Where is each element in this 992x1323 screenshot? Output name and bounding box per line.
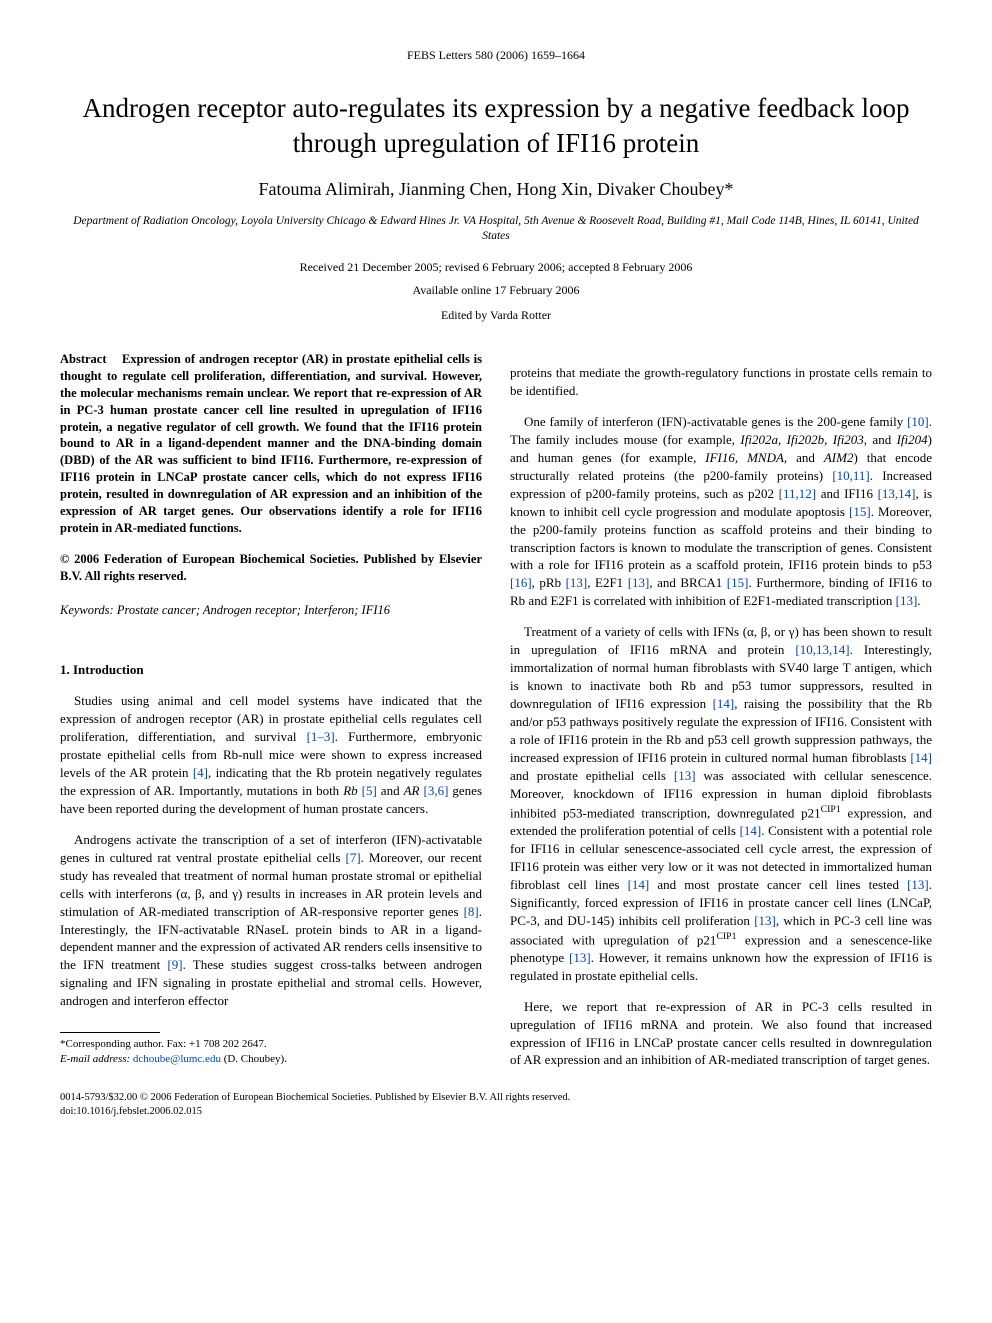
superscript: CIP1 <box>821 804 841 815</box>
footnote-separator <box>60 1032 160 1033</box>
two-column-body: Abstract Expression of androgen receptor… <box>60 351 932 1069</box>
citation-link[interactable]: [13] <box>674 768 696 783</box>
keywords-label: Keywords: <box>60 603 114 617</box>
email-link[interactable]: dchoube@lumc.edu <box>133 1053 221 1065</box>
citation-link[interactable]: [13] <box>566 575 588 590</box>
citation-link[interactable]: [15] <box>727 575 749 590</box>
editor-line: Edited by Varda Rotter <box>60 308 932 323</box>
received-dates: Received 21 December 2005; revised 6 Feb… <box>60 260 932 275</box>
right-para-1: One family of interferon (IFN)-activatab… <box>510 413 932 610</box>
right-para-3: Here, we report that re-expression of AR… <box>510 998 932 1070</box>
citation-link[interactable]: [13] <box>754 913 776 928</box>
text: and most prostate cancer cell lines test… <box>649 877 907 892</box>
intro-para-1: Studies using animal and cell model syst… <box>60 692 482 818</box>
citation-link[interactable]: [13,14] <box>878 486 916 501</box>
citation-link[interactable]: [13] <box>907 877 929 892</box>
keywords-body: Prostate cancer; Androgen receptor; Inte… <box>117 603 390 617</box>
email-line: E-mail address: dchoube@lumc.edu (D. Cho… <box>60 1052 482 1067</box>
citation-link[interactable]: [16] <box>510 575 532 590</box>
citation-link[interactable]: [7] <box>346 850 361 865</box>
gene-italic: Ifi202a, Ifi202b, Ifi203, <box>740 432 867 447</box>
gene-italic: Rb <box>343 783 357 798</box>
text: One family of interferon (IFN)-activatab… <box>524 414 907 429</box>
gene-italic: AIM2 <box>824 450 854 465</box>
left-column: Abstract Expression of androgen receptor… <box>60 351 482 1069</box>
gene-italic: Ifi204 <box>897 432 928 447</box>
gene-italic: AR <box>404 783 420 798</box>
corresponding-author: *Corresponding author. Fax: +1 708 202 2… <box>60 1037 482 1052</box>
citation-link[interactable]: [15] <box>849 504 871 519</box>
page-container: FEBS Letters 580 (2006) 1659–1664 Androg… <box>0 0 992 1149</box>
citation-link[interactable]: [13] <box>896 593 918 608</box>
article-title: Androgen receptor auto-regulates its exp… <box>60 91 932 161</box>
citation-link[interactable]: [13] <box>569 950 591 965</box>
text: and <box>787 450 824 465</box>
citation-link[interactable]: [9] <box>167 957 182 972</box>
citation-link[interactable]: [5] <box>362 783 377 798</box>
citation-link[interactable]: [10,13,14] <box>795 642 849 657</box>
citation-link[interactable]: [4] <box>193 765 208 780</box>
citation-link[interactable]: [14] <box>910 750 932 765</box>
right-continuation: proteins that mediate the growth-regulat… <box>510 364 932 400</box>
abstract-body <box>110 352 122 366</box>
citation-link[interactable]: [1–3] <box>307 729 335 744</box>
copyright-line: © 2006 Federation of European Biochemica… <box>60 551 482 585</box>
authors-line: Fatouma Alimirah, Jianming Chen, Hong Xi… <box>60 179 932 200</box>
gene-italic: IFI16, MNDA, <box>705 450 787 465</box>
online-date: Available online 17 February 2006 <box>60 283 932 298</box>
text: and prostate epithelial cells <box>510 768 674 783</box>
keywords-block: Keywords: Prostate cancer; Androgen rece… <box>60 602 482 619</box>
text: and <box>377 783 404 798</box>
citation-link[interactable]: [10] <box>907 414 929 429</box>
section-1-heading: 1. Introduction <box>60 661 482 679</box>
citation-link[interactable]: [14] <box>740 823 762 838</box>
right-para-2: Treatment of a variety of cells with IFN… <box>510 623 932 984</box>
citation-link[interactable]: [3,6] <box>423 783 448 798</box>
footer-line-1: 0014-5793/$32.00 © 2006 Federation of Eu… <box>60 1091 932 1105</box>
citation-link[interactable]: [14] <box>628 877 650 892</box>
citation-link[interactable]: [11,12] <box>779 486 816 501</box>
abstract-text: Expression of androgen receptor (AR) in … <box>60 352 482 535</box>
citation-link[interactable]: [13] <box>628 575 650 590</box>
journal-header: FEBS Letters 580 (2006) 1659–1664 <box>60 48 932 63</box>
citation-link[interactable]: [14] <box>713 696 735 711</box>
right-column: proteins that mediate the growth-regulat… <box>510 351 932 1069</box>
superscript: CIP1 <box>716 931 736 942</box>
text: , and BRCA1 <box>649 575 726 590</box>
abstract-label: Abstract <box>60 352 107 366</box>
abstract-block: Abstract Expression of androgen receptor… <box>60 351 482 537</box>
citation-link[interactable]: [10,11] <box>832 468 869 483</box>
email-label: E-mail address: <box>60 1053 130 1065</box>
email-tail: (D. Choubey). <box>224 1053 287 1065</box>
text: and IFI16 <box>816 486 877 501</box>
text: and <box>867 432 897 447</box>
text: . <box>917 593 920 608</box>
intro-para-2: Androgens activate the transcription of … <box>60 831 482 1010</box>
text: , E2F1 <box>587 575 627 590</box>
citation-link[interactable]: [8] <box>464 904 479 919</box>
text: , pRb <box>532 575 566 590</box>
affiliation: Department of Radiation Oncology, Loyola… <box>60 214 932 244</box>
footer-copyright: 0014-5793/$32.00 © 2006 Federation of Eu… <box>60 1087 932 1118</box>
footer-doi: doi:10.1016/j.febslet.2006.02.015 <box>60 1105 932 1119</box>
